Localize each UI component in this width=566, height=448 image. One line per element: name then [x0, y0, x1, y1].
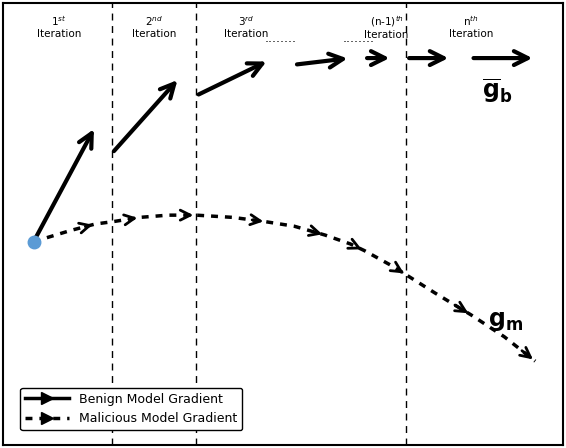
Text: ........: ........ — [264, 31, 296, 44]
Text: ........: ........ — [342, 31, 375, 44]
Text: 1$^{st}$
Iteration: 1$^{st}$ Iteration — [37, 14, 81, 39]
Text: $\mathbf{g_m}$: $\mathbf{g_m}$ — [487, 309, 523, 333]
Legend: Benign Model Gradient, Malicious Model Gradient: Benign Model Gradient, Malicious Model G… — [20, 388, 242, 430]
Text: (n-1)$^{th}$
Iteration: (n-1)$^{th}$ Iteration — [365, 14, 409, 40]
Text: $\mathbf{\overline{g}_b}$: $\mathbf{\overline{g}_b}$ — [482, 77, 512, 105]
Text: 3$^{rd}$
Iteration: 3$^{rd}$ Iteration — [224, 14, 269, 39]
Text: n$^{th}$
Iteration: n$^{th}$ Iteration — [449, 14, 493, 39]
Text: 2$^{nd}$
Iteration: 2$^{nd}$ Iteration — [132, 14, 176, 39]
